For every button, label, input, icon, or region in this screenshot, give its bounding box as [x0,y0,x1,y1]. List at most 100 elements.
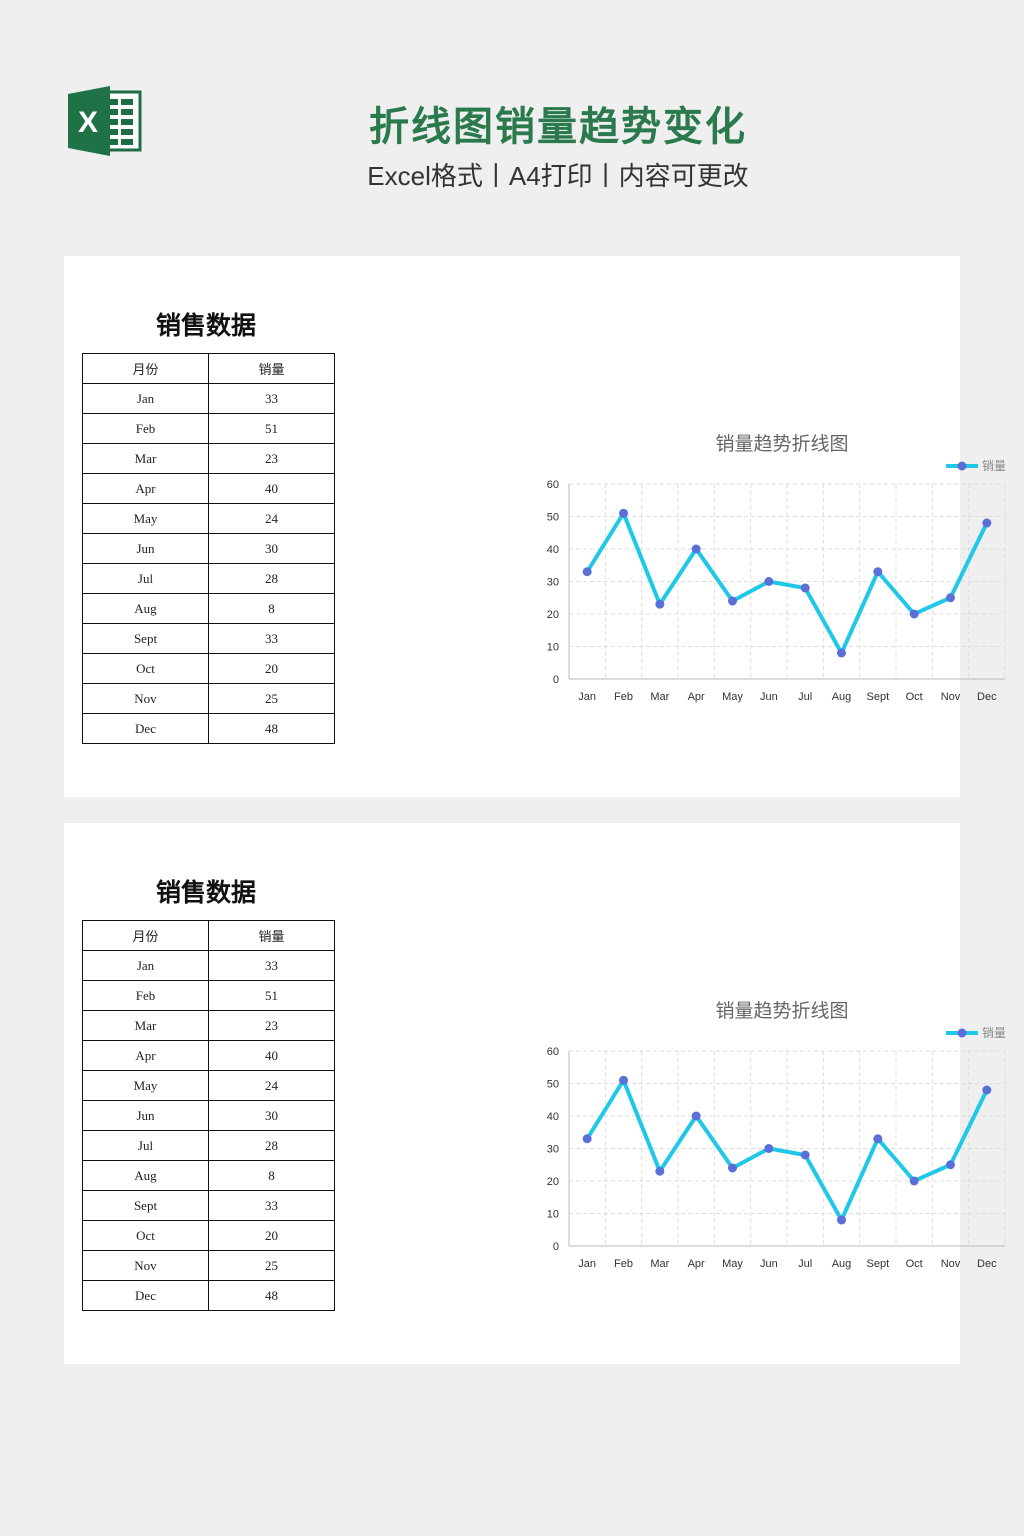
sales-cell: 8 [208,593,335,624]
sales-cell: 33 [208,383,335,414]
month-cell: Feb [82,413,209,444]
chart-title: 销量趋势折线图 [715,433,848,455]
x-tick-label: Sept [867,691,890,703]
table-header-row: 月份 销量 [82,353,335,384]
sales-cell: 48 [208,1280,335,1311]
y-tick-label: 60 [547,479,559,491]
table-row: Oct 20 [82,653,335,684]
x-tick-label: Dec [977,1258,997,1270]
sales-cell: 33 [208,950,335,981]
month-cell: Sept [82,1190,209,1221]
sales-cell: 24 [208,503,335,534]
month-cell: Aug [82,1160,209,1191]
table-row: Nov 25 [82,683,335,714]
legend-label: 销量 [982,1026,1006,1040]
y-tick-label: 0 [553,1241,559,1253]
sales-cell: 25 [208,683,335,714]
y-tick-label: 0 [553,674,559,686]
x-tick-label: May [722,691,743,703]
sales-cell: 33 [208,1190,335,1221]
x-tick-label: Jan [578,691,596,703]
x-tick-label: Feb [614,691,633,703]
y-tick-label: 50 [547,1079,559,1091]
x-tick-label: May [722,1258,743,1270]
month-cell: Feb [82,980,209,1011]
y-tick-label: 10 [547,642,559,654]
month-cell: Oct [82,1220,209,1251]
month-cell: Mar [82,443,209,474]
table-row: Dec 48 [82,713,335,744]
data-point [982,518,992,528]
month-cell: Oct [82,653,209,684]
table-row: Sept 33 [82,1190,335,1221]
month-cell: Jul [82,1130,209,1161]
column-header: 月份 [82,920,209,951]
data-point [764,1144,774,1153]
data-point [764,577,774,586]
series-line [585,508,989,658]
month-cell: May [82,503,209,534]
chart-title: 销量趋势折线图 [715,1000,848,1022]
x-tick-label: Jul [798,691,812,703]
sales-cell: 23 [208,1010,335,1041]
x-tick-label: Feb [614,1258,633,1270]
x-tick-label: Jul [798,1258,812,1270]
y-tick-label: 50 [547,512,559,524]
data-point [691,544,701,554]
sales-line-chart: 销量趋势折线图 0 10 20 30 40 50 60 Jan Feb Mar Apr May Jun Ju… [547,433,1006,703]
sales-cell: 30 [208,533,335,564]
data-point [800,583,810,593]
sales-table: 月份 销量 Jan 33 Feb 51 Mar 23 Apr 40 May 24 Jun 30 Jul 28 A… [82,353,335,744]
x-tick-label: Sept [867,1258,890,1270]
month-cell: Dec [82,713,209,744]
sales-cell: 51 [208,980,335,1011]
sales-cell: 8 [208,1160,335,1191]
table-header-row: 月份 销量 [82,920,335,951]
data-point [982,1085,992,1095]
sales-cell: 51 [208,413,335,444]
sales-table: 月份 销量 Jan 33 Feb 51 Mar 23 Apr 40 May 24 Jun 30 Jul 28 A… [82,920,335,1311]
table-title: 销售数据 [156,311,257,340]
data-point [946,593,955,603]
table-row: Feb 51 [82,413,335,444]
x-tick-label: Oct [906,1258,923,1270]
x-tick-label: Jan [578,1258,596,1270]
sales-panel-2: 销售数据 月份 销量 Jan 33 Feb 51 Mar 23 Apr 40 May 24 Jun 30 J… [64,823,1006,1364]
x-tick-label: Aug [832,1258,852,1270]
y-tick-label: 40 [547,1111,559,1123]
data-point [837,1215,846,1225]
x-tick-label: Aug [832,691,852,703]
month-cell: Jul [82,563,209,594]
page-subtitle: Excel格式丨A4打印丨内容可更改 [367,161,749,191]
data-point [873,567,883,577]
data-point [909,609,919,619]
x-tick-label: Jun [760,691,778,703]
data-point [800,1150,810,1160]
column-header: 月份 [82,353,209,384]
data-point [728,596,737,606]
excel-logo-icon: X [68,86,142,156]
table-title: 销售数据 [156,878,257,907]
month-cell: Aug [82,593,209,624]
x-tick-label: Mar [650,1258,669,1270]
column-header: 销量 [208,353,335,384]
month-cell: Nov [82,1250,209,1281]
data-point [946,1160,955,1170]
data-point [582,567,592,577]
y-tick-label: 30 [547,577,559,589]
table-row: Nov 25 [82,1250,335,1281]
table-row: Feb 51 [82,980,335,1011]
table-row: Mar 23 [82,1010,335,1041]
y-tick-label: 10 [547,1209,559,1221]
sales-cell: 33 [208,623,335,654]
table-row: Jul 28 [82,563,335,594]
legend-label: 销量 [982,459,1006,473]
sales-line-chart: 销量趋势折线图 0 10 20 30 40 50 60 Jan Feb Mar Apr May Jun Ju… [547,1000,1006,1270]
sales-cell: 40 [208,473,335,504]
y-tick-label: 40 [547,544,559,556]
month-cell: Nov [82,683,209,714]
x-tick-label: Apr [688,691,705,703]
table-row: Oct 20 [82,1220,335,1251]
x-tick-label: Mar [650,691,669,703]
month-cell: Jun [82,1100,209,1131]
